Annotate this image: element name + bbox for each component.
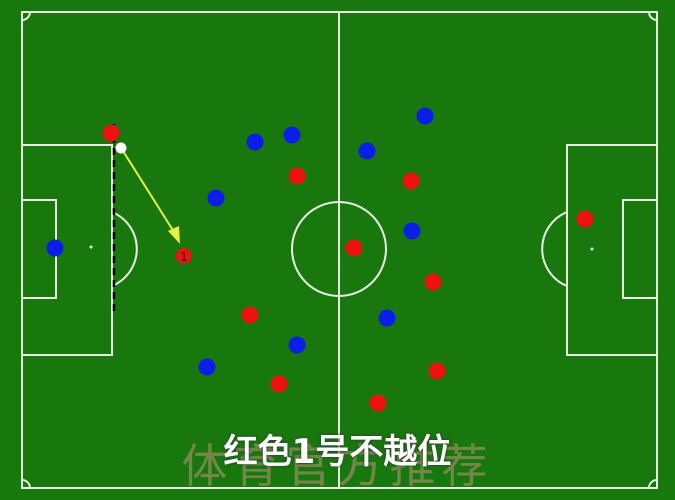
right-penalty-arc [541, 211, 568, 287]
blue-player [283, 126, 301, 144]
red-player [402, 172, 420, 190]
red-player [270, 375, 288, 393]
blue-player [288, 336, 306, 354]
blue-player [207, 189, 225, 207]
right-penalty-spot [590, 247, 594, 251]
red-player-1 [176, 248, 192, 264]
blue-player [403, 222, 421, 240]
left-penalty-spot [89, 245, 93, 249]
red-player [369, 394, 387, 412]
left-penalty-box [21, 144, 113, 356]
blue-player [358, 142, 376, 160]
red-player [241, 306, 259, 324]
red-player [345, 239, 363, 257]
pass-arrow-line [122, 150, 175, 233]
red-player [428, 362, 446, 380]
red-player [102, 124, 120, 142]
right-penalty-box [566, 144, 658, 356]
pass-arrow-head [168, 226, 180, 244]
ball [115, 142, 127, 154]
blue-player [246, 133, 264, 151]
center-circle [291, 201, 387, 297]
right-goal-box [622, 199, 658, 299]
blue-player [416, 107, 434, 125]
blue-player [46, 239, 64, 257]
red-player [424, 273, 442, 291]
watermark: 体育官方推荐 [181, 439, 494, 493]
corner-arcs [21, 11, 658, 489]
blue-player [378, 309, 396, 327]
player-number: 1 [180, 250, 188, 264]
red-player [288, 167, 306, 185]
red-player [576, 210, 594, 228]
left-penalty-arc [111, 211, 138, 287]
blue-player [198, 358, 216, 376]
caption: 红色1号不越位 [223, 432, 452, 472]
